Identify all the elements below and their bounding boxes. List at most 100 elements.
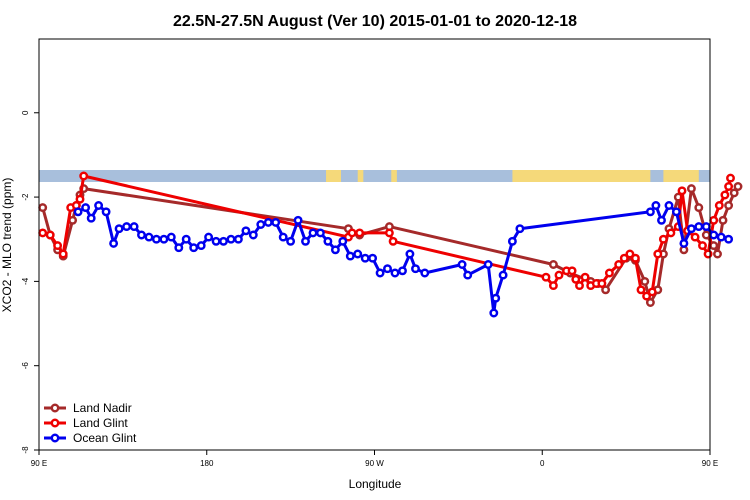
data-point-ocean-glint — [694, 222, 704, 232]
data-point-ocean-glint — [657, 215, 666, 225]
data-point-land-glint — [714, 201, 724, 210]
data-point-ocean-glint — [420, 268, 430, 278]
x-tick-label: 90 W — [365, 459, 384, 468]
data-point-ocean-glint — [651, 201, 661, 210]
data-point-land-glint — [347, 228, 357, 238]
data-point-land-glint — [597, 279, 607, 288]
data-point-land-glint — [720, 190, 730, 200]
data-point-ocean-glint — [679, 238, 689, 248]
data-point-land-glint — [575, 281, 584, 291]
data-point-ocean-glint — [360, 253, 370, 263]
data-point-land-nadir — [38, 203, 48, 213]
data-point-ocean-glint — [457, 260, 467, 269]
data-point-ocean-glint — [338, 236, 348, 246]
data-point-land-glint — [53, 241, 63, 251]
data-point-land-glint — [653, 249, 663, 259]
data-point-ocean-glint — [137, 230, 146, 240]
data-point-ocean-glint — [323, 236, 333, 246]
data-point-land-glint — [614, 260, 624, 269]
land-band-segment — [326, 170, 341, 182]
data-point-ocean-glint — [73, 207, 83, 217]
data-point-ocean-glint — [375, 268, 385, 278]
data-point-ocean-glint — [390, 268, 400, 278]
data-point-land-glint — [642, 291, 652, 301]
data-point-ocean-glint — [181, 234, 191, 244]
data-point-ocean-glint — [498, 270, 508, 280]
data-point-land-nadir — [713, 249, 722, 259]
data-point-ocean-glint — [256, 220, 266, 229]
land-band-segment — [391, 170, 397, 182]
data-point-land-glint — [726, 173, 735, 183]
land-band-segment — [512, 170, 651, 182]
data-point-ocean-glint — [308, 228, 318, 238]
chart-title: 22.5N-27.5N August (Ver 10) 2015-01-01 t… — [173, 13, 577, 30]
data-point-land-nadir — [548, 260, 558, 269]
data-point-ocean-glint — [211, 236, 221, 246]
x-tick-label: 90 E — [702, 459, 718, 468]
data-point-land-glint — [698, 241, 707, 251]
data-point-land-nadir — [686, 184, 696, 194]
land-ocean-band — [39, 170, 710, 182]
data-point-land-glint — [75, 194, 85, 204]
data-point-land-glint — [690, 232, 700, 242]
y-tick-label: -2 — [21, 193, 30, 201]
data-point-ocean-glint — [86, 213, 96, 223]
data-point-ocean-glint — [483, 260, 493, 269]
x-axis: 90 E 180 90 W 0 90 E — [31, 450, 718, 468]
data-point-land-glint — [45, 230, 55, 240]
data-point-ocean-glint — [405, 249, 415, 259]
x-tick-label: 90 E — [31, 459, 47, 468]
data-point-ocean-glint — [645, 207, 655, 217]
data-point-ocean-glint — [278, 232, 288, 242]
data-point-ocean-glint — [151, 234, 161, 244]
data-point-ocean-glint — [263, 217, 273, 227]
data-point-ocean-glint — [724, 234, 734, 244]
data-point-ocean-glint — [109, 238, 119, 248]
data-point-ocean-glint — [491, 293, 501, 303]
data-point-ocean-glint — [507, 236, 517, 246]
data-point-land-glint — [666, 228, 676, 238]
data-point-ocean-glint — [515, 224, 525, 234]
data-point-land-nadir — [640, 276, 650, 286]
data-point-land-glint — [625, 249, 635, 259]
data-point-ocean-glint — [174, 243, 184, 253]
data-point-land-nadir — [724, 201, 734, 210]
land-band-segment — [663, 170, 699, 182]
data-point-ocean-glint — [411, 264, 420, 274]
data-point-land-nadir — [733, 182, 743, 191]
data-point-ocean-glint — [701, 222, 711, 232]
data-point-ocean-glint — [94, 201, 104, 210]
data-point-land-glint — [709, 215, 719, 225]
y-axis-label: XCO2 - MLO trend (ppm) — [0, 178, 14, 313]
data-point-ocean-glint — [226, 234, 236, 244]
data-point-ocean-glint — [114, 224, 124, 234]
data-point-ocean-glint — [315, 228, 325, 238]
data-point-land-glint — [724, 182, 734, 191]
data-point-ocean-glint — [489, 308, 499, 318]
data-point-ocean-glint — [671, 207, 681, 217]
data-point-ocean-glint — [330, 245, 340, 255]
data-point-land-glint — [388, 236, 398, 246]
data-point-ocean-glint — [664, 201, 674, 210]
x-tick-label: 180 — [200, 459, 214, 468]
data-point-land-glint — [554, 270, 564, 280]
data-point-ocean-glint — [129, 222, 139, 232]
data-point-ocean-glint — [189, 243, 199, 253]
legend-label: Land Nadir — [73, 401, 132, 415]
legend-swatch-marker — [50, 418, 60, 428]
data-point-land-glint — [677, 186, 687, 196]
data-point-land-glint — [38, 228, 48, 238]
data-point-ocean-glint — [241, 226, 251, 236]
data-point-land-glint — [580, 272, 590, 282]
y-axis: 0 -2 -4 -6 -8 — [21, 110, 39, 454]
data-point-ocean-glint — [144, 232, 154, 242]
x-axis-label: Longitude — [349, 477, 402, 491]
data-point-land-glint — [79, 171, 89, 181]
data-point-ocean-glint — [166, 232, 176, 242]
data-point-land-nadir — [601, 285, 611, 295]
data-point-land-glint — [355, 228, 365, 238]
data-point-ocean-glint — [101, 207, 111, 217]
data-point-ocean-glint — [293, 215, 303, 225]
data-point-ocean-glint — [122, 222, 132, 232]
